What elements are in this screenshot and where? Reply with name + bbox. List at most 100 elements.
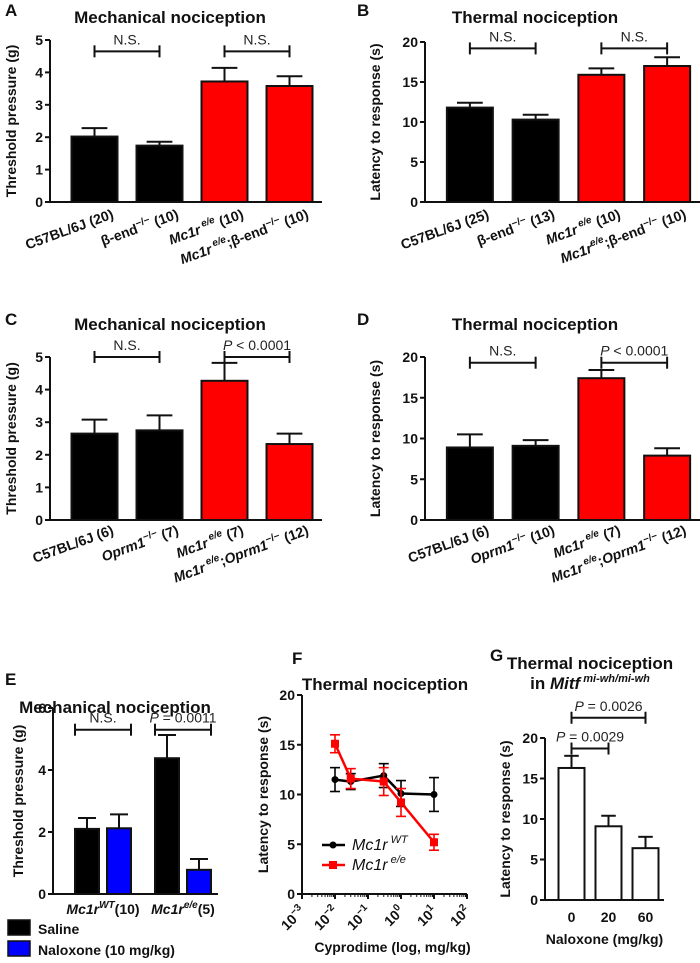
- bar: [200, 379, 249, 521]
- label-part: β-end: [475, 221, 516, 249]
- y-tick-label: 2: [38, 824, 46, 840]
- sig-rest: = 0.0026: [584, 698, 643, 714]
- label-part: −/−: [510, 531, 527, 546]
- data-point-square: [331, 739, 339, 748]
- label-part: ;: [218, 552, 228, 569]
- legend-label: Mc1r WT: [352, 834, 409, 854]
- y-tick-label: 0: [35, 194, 43, 210]
- x-tick-label: 10−1: [343, 902, 374, 933]
- bar: [557, 766, 586, 901]
- legend-marker-circle: [329, 841, 337, 849]
- panel-letter-d: D: [357, 310, 369, 329]
- y-tick-label: 10: [522, 811, 538, 827]
- y-tick-label: 20: [522, 730, 538, 746]
- significance-label: N.S.: [621, 28, 648, 44]
- label-part: (5): [198, 901, 215, 917]
- y-axis-label: Threshold pressure (g): [10, 725, 26, 877]
- label-part: (7): [220, 522, 245, 544]
- sig-rest: < 0.0001: [610, 343, 669, 359]
- data-point-square: [430, 838, 438, 847]
- significance-label: P = 0.0026: [574, 698, 642, 714]
- legend-base: Mc1r: [352, 857, 388, 874]
- sig-rest: = 0.0011: [159, 710, 217, 726]
- label-part: −/−: [510, 215, 527, 230]
- sig-italic-p: P: [149, 710, 159, 726]
- bar: [135, 144, 184, 203]
- label-part: e/e: [184, 900, 198, 911]
- category-label: 60: [638, 909, 654, 925]
- label-part: (12): [278, 522, 311, 547]
- sig-italic-p: P: [223, 337, 233, 353]
- y-tick-label: 1: [35, 162, 43, 178]
- label-part: e/e: [588, 234, 605, 249]
- y-tick-label: 5: [287, 836, 295, 852]
- y-tick-label: 20: [402, 349, 418, 365]
- bar: [445, 106, 494, 203]
- bar: [511, 118, 560, 203]
- category-label: 20: [601, 909, 617, 925]
- significance-label: N.S.: [489, 343, 516, 359]
- y-tick-label: 20: [279, 687, 295, 703]
- x-tick-label: 102: [446, 902, 473, 929]
- category-label: 0: [568, 909, 576, 925]
- label-part: WT: [99, 900, 115, 911]
- y-tick-label: 15: [279, 737, 295, 753]
- bar: [577, 377, 626, 521]
- legend-label: Mc1r e/e: [352, 854, 406, 874]
- panel-c: C Mechanical nociception 0 1 2 3 4 5 Threshold p…: [3, 310, 322, 586]
- label-part: −/−: [141, 528, 158, 543]
- y-axis-label: Latency to response (s): [255, 716, 271, 873]
- panel-letter-a: A: [5, 1, 17, 20]
- bar: [643, 65, 692, 203]
- legend-label: Naloxone (10 mg/kg): [38, 942, 175, 958]
- y-tick-label: 10: [402, 431, 418, 447]
- bar: [70, 135, 119, 203]
- y-tick-label: 0: [38, 886, 46, 902]
- y-tick-label: 1: [35, 479, 43, 495]
- y-tick-label: 2: [35, 447, 43, 463]
- label-part: −/−: [642, 215, 659, 230]
- bar-black: [74, 827, 100, 896]
- data-point-square: [379, 777, 388, 786]
- sig-italic-p: P: [574, 698, 584, 714]
- data-point-square: [397, 798, 405, 807]
- subtitle-prefix: in: [530, 674, 550, 693]
- legend-base: Mc1r: [352, 837, 388, 854]
- label-part: (10): [148, 206, 181, 231]
- label-part: Mc1r: [66, 901, 100, 917]
- y-axis-label: Latency to response (s): [367, 360, 383, 517]
- label-part: −/−: [134, 215, 151, 230]
- category-label: C57BL/6J (20): [23, 206, 115, 253]
- panel-b: B Thermal nociception 0 5 10 15 20 Latency to r…: [357, 1, 700, 266]
- y-tick-label: 0: [287, 886, 295, 902]
- y-tick-label: 5: [410, 471, 418, 487]
- significance-label: N.S.: [113, 337, 140, 353]
- significance-label: P < 0.0001: [600, 343, 668, 359]
- label-part: C57BL/6J (25): [398, 206, 490, 253]
- y-tick-label: 5: [530, 852, 538, 868]
- y-tick-label: 4: [35, 64, 43, 80]
- y-tick-label: 20: [402, 34, 418, 50]
- panel-d: D Thermal nociception 0 5 10 15 20 Latency to r…: [357, 310, 700, 586]
- label-part: 0: [568, 909, 576, 925]
- x-tick-label: 10−2: [310, 902, 341, 933]
- panel-title: Thermal nociception: [452, 315, 618, 334]
- panel-subtitle: in Mitf mi-wh/mi-wh: [530, 673, 650, 693]
- y-axis-label: Latency to response (s): [497, 740, 513, 897]
- x-tick-label: 10−3: [277, 902, 308, 933]
- data-point-circle: [331, 776, 339, 784]
- y-tick-label: 3: [35, 97, 43, 113]
- significance-label: P = 0.0029: [556, 729, 624, 745]
- label-part: Mc1r: [151, 901, 185, 917]
- y-tick-label: 15: [402, 390, 418, 406]
- label-part: (10): [524, 522, 557, 547]
- y-tick-label: 2: [35, 129, 43, 145]
- label-part: (10): [115, 901, 140, 917]
- significance-label: N.S.: [113, 31, 140, 47]
- y-tick-label: 6: [38, 700, 46, 716]
- legend-sup: e/e: [388, 854, 406, 866]
- label-part: −/−: [264, 531, 281, 546]
